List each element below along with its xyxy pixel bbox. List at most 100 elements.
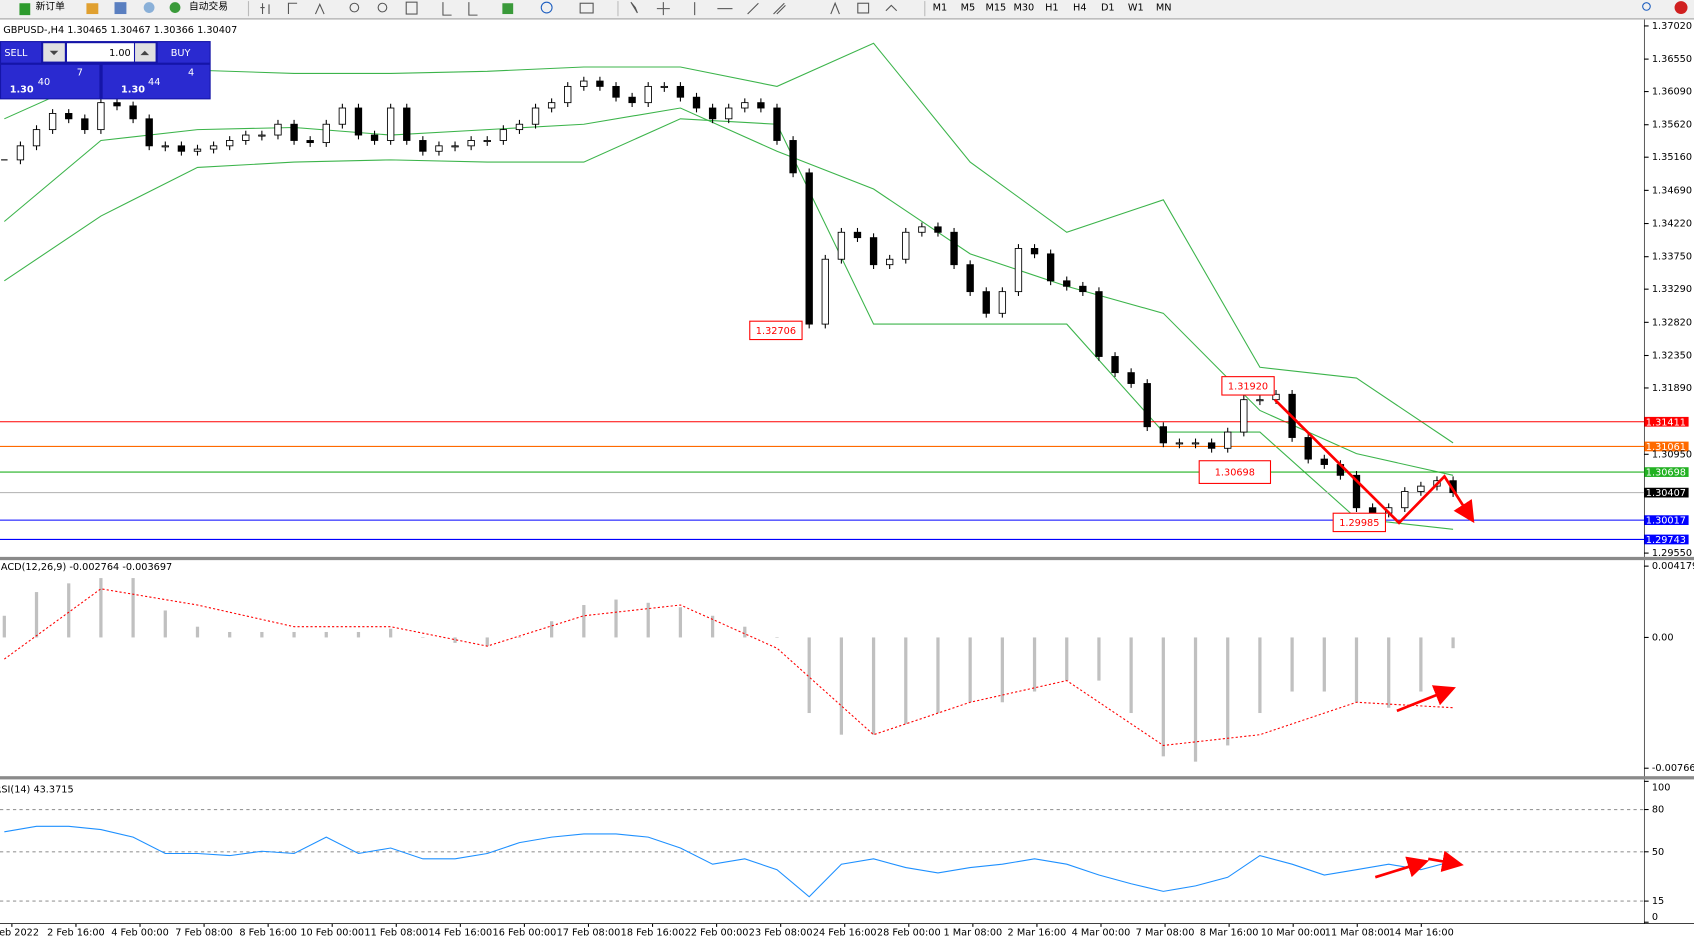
level-tag (1644, 515, 1689, 526)
macd-bar (839, 637, 844, 735)
lot-value[interactable]: 1.00 (109, 48, 131, 59)
y-tick-label: 1.33750 (1652, 252, 1692, 263)
buy-button[interactable] (157, 42, 210, 63)
tile[interactable] (405, 1, 418, 15)
macd-arrow (1396, 685, 1456, 713)
y-tick-label: 1.30950 (1652, 449, 1692, 460)
alert-icon[interactable] (1674, 1, 1688, 15)
macd-bar (324, 631, 328, 638)
periods[interactable] (540, 1, 553, 14)
arrows-tool[interactable] (885, 4, 898, 12)
tool-icon[interactable] (143, 2, 155, 13)
candle-body (306, 140, 314, 144)
timeframe-button[interactable]: MN (1156, 3, 1172, 14)
candle-body (515, 123, 524, 131)
price-annotation: 1.32706 (756, 326, 796, 337)
price-annotation: 1.29985 (1339, 518, 1379, 529)
cursor[interactable] (630, 1, 638, 14)
x-tick-label: 1 Mar 08:00 (944, 927, 1003, 938)
x-tick-label: 11 Mar 08:00 (1325, 927, 1390, 938)
candle-body (1095, 291, 1103, 357)
candle-body (564, 85, 572, 104)
candle-body (1417, 485, 1425, 492)
auto-trading-button[interactable]: 自动交易 (189, 0, 228, 12)
macd-bar (485, 637, 489, 647)
y-tick-label: 1.36090 (1652, 87, 1692, 98)
candle-body (1191, 442, 1200, 445)
price-annotation-box (1198, 460, 1272, 484)
sell-price[interactable] (1, 64, 100, 99)
indicators[interactable] (502, 3, 514, 15)
toolbar-icons (247, 1, 1651, 17)
lot-input[interactable] (66, 43, 134, 62)
candle-body (1159, 426, 1168, 444)
candle-body (1224, 431, 1232, 449)
tool-icon[interactable] (114, 2, 127, 15)
text-tool[interactable] (830, 1, 840, 15)
search[interactable] (1642, 2, 1651, 11)
timeframe-button[interactable]: W1 (1128, 3, 1144, 14)
new-order-button[interactable]: 新订单 (36, 0, 65, 12)
macd-bar (936, 637, 940, 714)
macd-bar (904, 637, 908, 724)
candle-body (886, 258, 894, 266)
timeframe-button[interactable]: M30 (1013, 3, 1034, 14)
sell-label[interactable]: SELL (4, 48, 28, 59)
candle-body (789, 140, 797, 174)
one-click-panel: SELL 1.00 BUY 1.30 40 7 1.30 44 4 (0, 41, 211, 100)
new-order-icon[interactable] (19, 3, 31, 16)
x-tick-label: 16 Feb 00:00 (493, 927, 557, 938)
x-tick-label: 24 Feb 16:00 (813, 927, 877, 938)
candle-body (982, 291, 990, 314)
buy-price[interactable] (102, 64, 210, 99)
candle-body (113, 102, 121, 107)
panel-separator (0, 776, 1694, 780)
timeframe-button[interactable]: M1 (933, 3, 948, 14)
candle-body (32, 129, 41, 147)
label-tool[interactable] (857, 2, 870, 14)
tool-icon[interactable] (314, 2, 325, 15)
crosshair[interactable] (656, 2, 670, 16)
y-tick-label: 1.34220 (1652, 219, 1692, 230)
sell-button[interactable] (1, 42, 42, 63)
zoom-in[interactable] (349, 2, 360, 13)
timeframe-button[interactable]: H1 (1045, 3, 1059, 14)
macd-bar (228, 631, 232, 638)
x-tick-label: 2 Feb 16:00 (47, 927, 105, 938)
tool-icon[interactable] (442, 2, 452, 16)
candle-body (998, 291, 1007, 314)
tool-icon[interactable] (287, 2, 298, 15)
candle-body (483, 140, 491, 142)
timeframe-button[interactable]: M15 (985, 3, 1006, 14)
macd-bar (1387, 637, 1391, 708)
level-tag-label: 1.30407 (1646, 488, 1686, 499)
zoom-out[interactable] (377, 2, 388, 13)
candle-body (741, 102, 749, 109)
candle-body (1175, 442, 1184, 445)
candle-body (48, 113, 57, 131)
timeframe-button[interactable]: D1 (1101, 3, 1115, 14)
macd-bar (1129, 637, 1133, 714)
tool-icon[interactable] (260, 3, 270, 15)
y-tick-label: 15 (1652, 896, 1664, 907)
trendline[interactable] (747, 2, 759, 15)
candle-body (902, 231, 910, 260)
channel[interactable] (773, 2, 786, 15)
bid-point: 7 (77, 67, 83, 78)
timeframe-button[interactable]: M5 (961, 3, 976, 14)
price-annotation: 1.30698 (1215, 468, 1255, 479)
candle-body (209, 145, 218, 150)
y-tick-label: 0.00 (1652, 632, 1674, 643)
price-arrow (1273, 398, 1475, 525)
tool-icon[interactable] (468, 2, 478, 16)
macd-bar (163, 610, 167, 638)
macd-bar (1000, 637, 1004, 703)
buy-label[interactable]: BUY (171, 48, 191, 59)
candle-body (821, 258, 829, 325)
tool-icon[interactable] (86, 3, 99, 15)
templates[interactable] (579, 2, 594, 14)
auto-trading-icon[interactable] (169, 2, 181, 13)
timeframe-button[interactable]: H4 (1073, 3, 1087, 14)
x-tick-label: 14 Mar 16:00 (1389, 927, 1454, 938)
